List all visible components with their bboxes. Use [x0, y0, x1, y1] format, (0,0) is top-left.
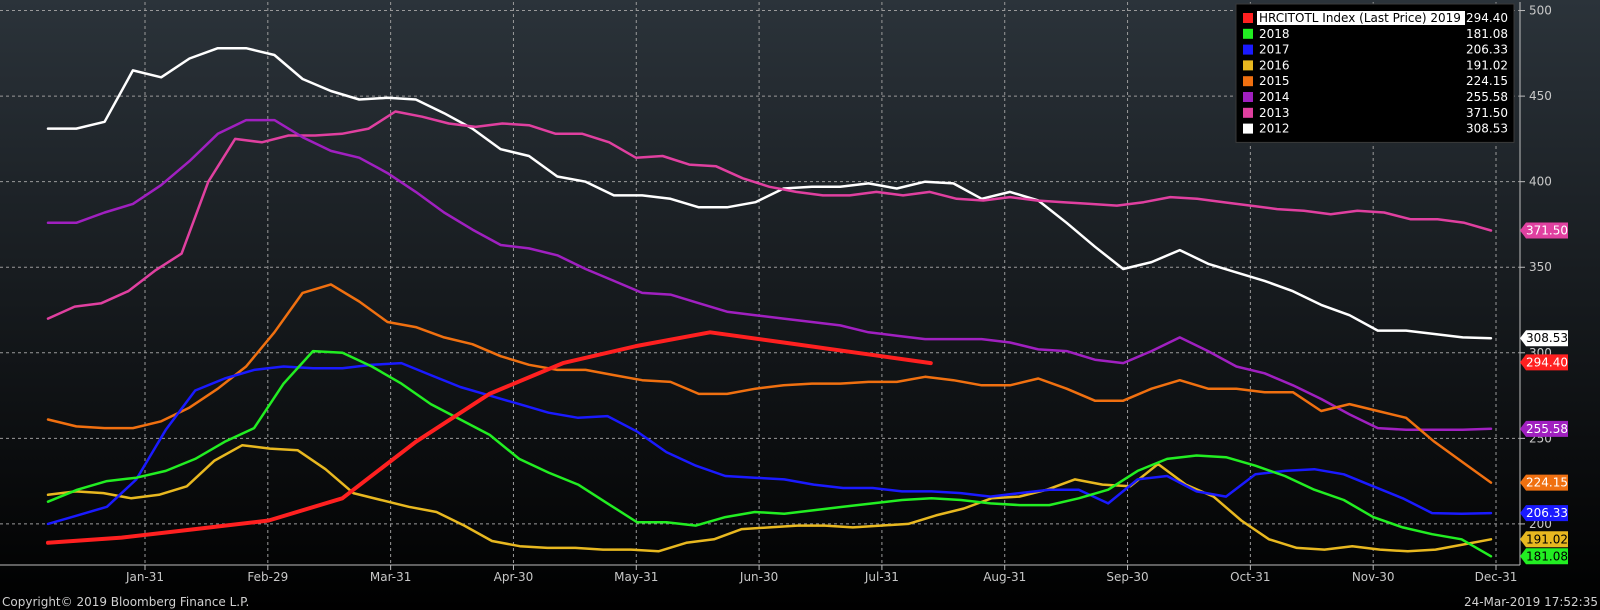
x-tick-label: Aug-31 — [983, 570, 1026, 584]
value-tag-hrcitotl: 294.40 — [1520, 354, 1568, 371]
legend-value: 191.02 — [1466, 58, 1508, 72]
legend-value: 294.40 — [1466, 11, 1508, 25]
copyright-text: Copyright© 2019 Bloomberg Finance L.P. — [2, 595, 249, 609]
legend-label: 2014 — [1259, 90, 1290, 104]
legend-item-hrcitotl: HRCITOTL Index (Last Price) 2019 294.40 — [1243, 11, 1508, 25]
series-line-2015 — [46, 283, 1493, 484]
y-axis-tags: 294.40 181.08 206.33 191.02 224.15 255.58 371.… — [1520, 222, 1568, 565]
x-tick-label: Jul-31 — [864, 570, 899, 584]
legend-label: 2017 — [1259, 43, 1290, 57]
value-tag-box — [1520, 505, 1568, 522]
y-tick-label: 500 — [1529, 4, 1552, 18]
legend-item-2012: 2012 308.53 — [1243, 122, 1508, 136]
value-tag-box — [1520, 330, 1568, 347]
legend-item-2016: 2016 191.02 — [1243, 58, 1508, 72]
x-tick-label: May-31 — [614, 570, 658, 584]
value-tag-2012: 308.53 — [1520, 330, 1568, 347]
legend-swatch — [1243, 76, 1253, 87]
legend-highlight — [1257, 11, 1465, 25]
x-tick-label: Jan-31 — [125, 570, 164, 584]
legend-swatch — [1243, 60, 1253, 71]
x-tick-label: Nov-30 — [1352, 570, 1395, 584]
legend-item-2018: 2018 181.08 — [1243, 27, 1508, 41]
value-tag-box — [1520, 474, 1568, 491]
y-tick-label: 400 — [1529, 175, 1552, 189]
x-tick-label: Dec-31 — [1475, 570, 1518, 584]
series-line-2016 — [46, 443, 1493, 553]
x-tick-label: Sep-30 — [1106, 570, 1148, 584]
x-tick-label: Jun-30 — [739, 570, 778, 584]
series-line-2012 — [46, 46, 1493, 340]
value-tag-2017: 206.33 — [1520, 505, 1568, 522]
series-line-2017 — [46, 361, 1493, 526]
value-tag-2014: 255.58 — [1520, 420, 1568, 437]
value-tag-2013: 371.50 — [1520, 222, 1568, 239]
legend-value: 206.33 — [1466, 43, 1508, 57]
value-tag-box — [1520, 354, 1568, 371]
legend-label: 2012 — [1259, 122, 1290, 136]
value-tag-box — [1520, 420, 1568, 437]
value-tag-label: 294.40 — [1526, 355, 1568, 369]
legend-item-2017: 2017 206.33 — [1243, 43, 1508, 57]
series-lines — [46, 46, 1493, 558]
legend-swatch — [1243, 92, 1253, 102]
legend-swatch — [1243, 44, 1253, 55]
x-tick-label: Feb-29 — [247, 570, 288, 584]
legend-item-2014: 2014 255.58 — [1243, 90, 1508, 104]
value-tag-2015: 224.15 — [1520, 474, 1568, 491]
series-line-2014 — [46, 118, 1493, 432]
value-tag-label: 191.02 — [1526, 532, 1568, 546]
value-tag-label: 206.33 — [1526, 506, 1568, 520]
legend-swatch — [1243, 13, 1253, 23]
legend-swatch — [1243, 28, 1253, 39]
value-tag-label: 181.08 — [1526, 549, 1568, 563]
value-tag-label: 371.50 — [1526, 223, 1568, 237]
legend-swatch — [1243, 107, 1253, 118]
value-tag-box — [1520, 548, 1568, 565]
timestamp-text: 24-Mar-2019 17:52:35 — [1464, 595, 1598, 609]
legend-value: 371.50 — [1466, 106, 1508, 120]
series-line-hrcitotl — [46, 330, 933, 545]
x-axis: Jan-31 Feb-29 Mar-31 Apr-30 May-31 Jun-30 Jul-… — [0, 564, 1520, 584]
x-tick-label: Apr-30 — [494, 570, 534, 584]
legend-value: 255.58 — [1466, 90, 1508, 104]
value-tag-label: 224.15 — [1526, 476, 1568, 490]
legend-label: 2013 — [1259, 106, 1290, 120]
legend-box — [1235, 3, 1515, 143]
x-tick-label: Oct-31 — [1230, 570, 1270, 584]
series-line-2018 — [46, 349, 1493, 558]
legend-label: 2015 — [1259, 74, 1290, 88]
legend-value: 224.15 — [1466, 74, 1508, 88]
legend-value: 181.08 — [1466, 27, 1508, 41]
legend-item-2013: 2013 371.50 — [1243, 106, 1508, 120]
x-tick-label: Mar-31 — [370, 570, 411, 584]
legend-value: 308.53 — [1466, 122, 1508, 136]
legend-item-2015: 2015 224.15 — [1243, 74, 1508, 88]
value-tag-box — [1520, 222, 1568, 239]
value-tag-label: 255.58 — [1526, 422, 1568, 436]
value-tag-2016: 191.02 — [1520, 531, 1568, 548]
value-tag-2018: 181.08 — [1520, 548, 1568, 565]
legend-label: 2018 — [1259, 27, 1290, 41]
legend-label: HRCITOTL Index (Last Price) 2019 — [1259, 11, 1461, 25]
legend-swatch — [1243, 123, 1253, 134]
legend: HRCITOTL Index (Last Price) 2019 294.40 20… — [1235, 3, 1515, 143]
y-tick-label: 350 — [1529, 260, 1552, 274]
legend-label: 2016 — [1259, 58, 1290, 72]
value-tag-box — [1520, 531, 1568, 548]
value-tag-label: 308.53 — [1526, 331, 1568, 345]
y-tick-label: 450 — [1529, 89, 1552, 103]
series-line-2013 — [46, 110, 1493, 320]
